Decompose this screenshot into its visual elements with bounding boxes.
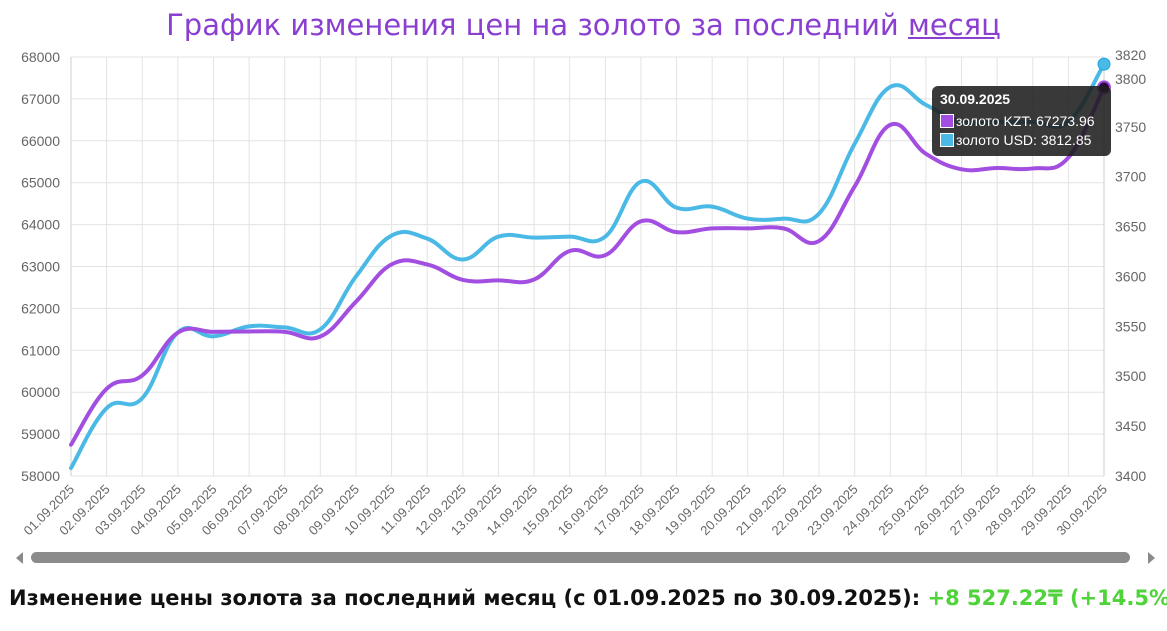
y-right-tick-label: 3400 <box>1115 468 1146 484</box>
y-right-tick-label: 3600 <box>1115 268 1146 284</box>
summary-text: Изменение цены золота за последний месяц… <box>9 586 928 610</box>
y-left-tick-label: 67000 <box>21 91 60 107</box>
series-line-usd[interactable] <box>69 62 1106 471</box>
y-left-tick-label: 58000 <box>21 468 60 484</box>
y-right-tick-label: 3750 <box>1115 119 1146 135</box>
y-left-tick-label: 68000 <box>21 49 60 65</box>
y-right-tick-label: 3800 <box>1115 71 1146 87</box>
chart-tooltip: 30.09.2025 золото KZT: 67273.96 золото U… <box>932 86 1111 156</box>
tooltip-value-usd: золото USD: 3812.85 <box>956 132 1092 148</box>
chart-series[interactable] <box>69 57 1111 471</box>
y-right-tick-label: 3700 <box>1115 169 1146 185</box>
point-usd-hover[interactable] <box>1097 57 1111 71</box>
series-line-kzt[interactable] <box>69 85 1106 447</box>
tooltip-value-kzt: золото KZT: 67273.96 <box>956 113 1095 129</box>
y-left-tick-label: 62000 <box>21 300 60 316</box>
y-left-tick-label: 61000 <box>21 342 60 358</box>
y-left-tick-label: 60000 <box>21 384 60 400</box>
chart-title-text: График изменения цен на золото за послед… <box>166 8 908 42</box>
price-change-summary: Изменение цены золота за последний месяц… <box>9 586 1167 610</box>
y-left-tick-label: 63000 <box>21 259 60 275</box>
tooltip-row-kzt: золото KZT: 67273.96 <box>940 113 1095 129</box>
y-left-tick-label: 64000 <box>21 217 60 233</box>
tooltip-swatch-usd <box>940 133 954 147</box>
tooltip-date: 30.09.2025 <box>940 91 1011 107</box>
tooltip-row-usd: золото USD: 3812.85 <box>940 132 1091 148</box>
y-right-tick-label: 3500 <box>1115 368 1146 384</box>
chart-scrollbar[interactable] <box>16 549 1155 567</box>
chart-title: График изменения цен на золото за послед… <box>0 8 1167 42</box>
chart-grid <box>70 56 1105 477</box>
period-month-link[interactable]: месяц <box>908 8 1001 42</box>
summary-change-value: +8 527.22₸ (+14.5%) <box>927 586 1167 610</box>
tooltip-swatch-kzt <box>940 114 954 128</box>
scrollbar-thumb[interactable] <box>31 552 1130 563</box>
y-right-tick-label: 3650 <box>1115 219 1146 235</box>
y-right-tick-label: 3820 <box>1115 47 1146 63</box>
scroll-left-arrow-icon[interactable] <box>16 552 23 564</box>
y-left-tick-label: 66000 <box>21 133 60 149</box>
y-right-tick-label: 3450 <box>1115 418 1146 434</box>
scroll-right-arrow-icon[interactable] <box>1148 552 1155 564</box>
y-right-tick-label: 3550 <box>1115 318 1146 334</box>
y-left-tick-label: 65000 <box>21 175 60 191</box>
y-left-tick-label: 59000 <box>21 426 60 442</box>
